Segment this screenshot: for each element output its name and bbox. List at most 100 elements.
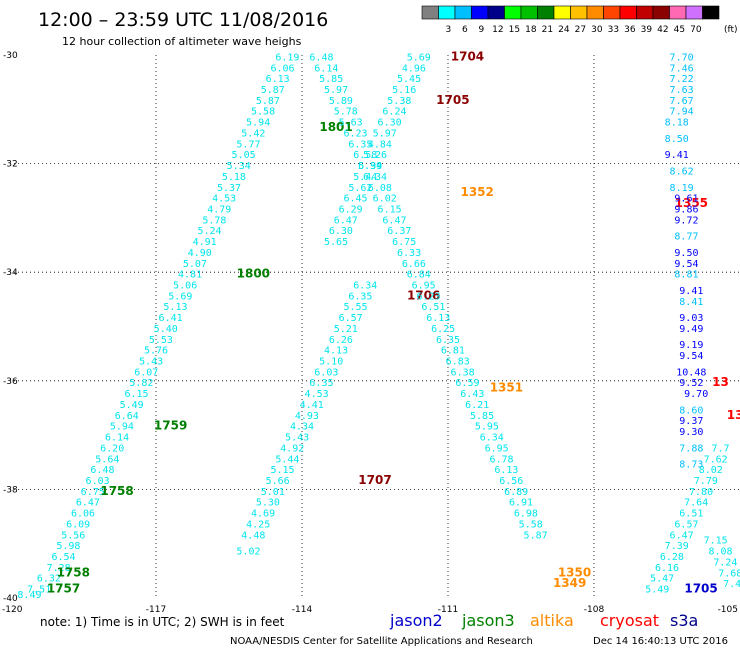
wave-height-label: 9.52 bbox=[679, 378, 703, 389]
wave-height-label: 6.91 bbox=[509, 498, 533, 509]
color-scale-swatch bbox=[619, 5, 637, 20]
color-scale-swatch bbox=[471, 5, 489, 20]
wave-height-label: 5.40 bbox=[154, 324, 178, 335]
y-tick-label: -38 bbox=[3, 485, 18, 495]
wave-height-label: 6.83 bbox=[446, 357, 470, 368]
wave-height-label: 5.94 bbox=[358, 161, 382, 172]
wave-height-label: 6.20 bbox=[100, 443, 124, 454]
wave-height-label: 5.89 bbox=[329, 96, 353, 107]
wave-height-label: 9.03 bbox=[679, 313, 703, 324]
wave-height-label: 6.51 bbox=[421, 302, 445, 313]
wave-height-label: 4.69 bbox=[251, 509, 275, 520]
wave-height-label: 6.15 bbox=[378, 204, 402, 215]
wave-height-label: 5.01 bbox=[261, 487, 285, 498]
wave-height-label: 8.50 bbox=[665, 134, 689, 145]
wave-height-label: 6.15 bbox=[124, 389, 148, 400]
wave-height-label: 6.51 bbox=[679, 509, 703, 520]
time-label: 1759 bbox=[154, 419, 187, 433]
map-background bbox=[10, 55, 740, 598]
wave-height-label: 6.14 bbox=[105, 433, 129, 444]
wave-height-label: 6.13 bbox=[266, 74, 290, 85]
wave-height-label: 5.87 bbox=[261, 85, 285, 96]
wave-height-label: 6.66 bbox=[402, 259, 426, 270]
wave-height-label: 5.85 bbox=[470, 411, 494, 422]
wave-height-label: 9.30 bbox=[679, 427, 703, 438]
y-tick-label: -34 bbox=[3, 268, 18, 278]
time-label: 1707 bbox=[358, 473, 391, 487]
wave-height-label: 6.06 bbox=[71, 509, 95, 520]
wave-height-label: 5.87 bbox=[256, 96, 280, 107]
wave-height-label: 4.91 bbox=[193, 237, 217, 248]
y-tick-label: -40 bbox=[3, 594, 18, 604]
color-scale-label: 21 bbox=[542, 25, 553, 35]
wave-height-label: 4.84 bbox=[368, 139, 392, 150]
wave-height-label: 5.02 bbox=[236, 547, 260, 558]
wave-height-label: 6.32 bbox=[37, 574, 61, 585]
wave-height-label: 5.49 bbox=[645, 585, 669, 596]
color-scale-label: 12 bbox=[492, 25, 503, 35]
time-label: 1352 bbox=[460, 185, 493, 199]
track-cryosat: 7.77.628.027.797.807.646.516.576.477.396… bbox=[645, 196, 740, 596]
wave-height-label: 6.19 bbox=[275, 52, 299, 63]
wave-height-label: 6.81 bbox=[441, 346, 465, 357]
wave-height-label: 5.82 bbox=[129, 378, 153, 389]
wave-height-label: 5.18 bbox=[222, 172, 246, 183]
legend-item-s3a: s3a bbox=[670, 611, 698, 630]
time-label: 1706 bbox=[407, 288, 440, 302]
color-scale-swatch bbox=[454, 5, 472, 20]
wave-height-label: 6.35 bbox=[348, 291, 372, 302]
color-scale-label: 33 bbox=[608, 25, 619, 35]
satellite-tracks: 6.196.066.135.875.875.585.945.425.775.05… bbox=[17, 49, 740, 601]
wave-height-label: 9.54 bbox=[674, 259, 698, 270]
wave-height-label: 5.98 bbox=[56, 541, 80, 552]
track-altika: 6.486.145.855.975.895.785.636.236.356.58… bbox=[309, 52, 591, 590]
x-tick-label: -120 bbox=[2, 605, 23, 615]
wave-height-label: 6.23 bbox=[343, 128, 367, 139]
color-scale-swatch bbox=[702, 5, 720, 20]
wave-height-label: 5.37 bbox=[217, 183, 241, 194]
wave-height-label: 7.70 bbox=[670, 52, 694, 63]
wave-height-label: 6.75 bbox=[392, 237, 416, 248]
color-scale-swatch bbox=[685, 5, 703, 20]
wave-height-label: 7.7 bbox=[712, 443, 730, 454]
wave-height-label: 9.54 bbox=[679, 351, 703, 362]
time-label: 1355 bbox=[675, 196, 708, 210]
wave-height-label: 7.63 bbox=[670, 85, 694, 96]
wave-height-label: 6.57 bbox=[674, 519, 698, 530]
wave-height-label: 6.37 bbox=[387, 226, 411, 237]
wave-height-label: 6.84 bbox=[407, 270, 431, 281]
color-scale-label: 70 bbox=[690, 25, 702, 35]
wave-height-label: 7.44 bbox=[723, 579, 740, 590]
wave-height-label: 6.28 bbox=[660, 552, 684, 563]
wave-height-label: 8.81 bbox=[674, 270, 698, 281]
wave-height-label: 7.46 bbox=[670, 63, 694, 74]
wave-height-label: 9.86 bbox=[674, 204, 698, 215]
wave-height-label: 5.13 bbox=[163, 302, 187, 313]
wave-height-label: 5.43 bbox=[285, 433, 309, 444]
wave-height-label: 6.48 bbox=[309, 52, 333, 63]
wave-height-label: 6.39 bbox=[358, 161, 382, 172]
wave-height-label: 6.64 bbox=[115, 411, 139, 422]
wave-height-label: 6.09 bbox=[66, 519, 90, 530]
color-scale-swatch bbox=[553, 5, 571, 20]
wave-height-label: 5.55 bbox=[343, 302, 367, 313]
wave-height-label: 8.77 bbox=[674, 232, 698, 243]
wave-height-label: 5.94 bbox=[246, 118, 270, 129]
wave-height-label: 6.30 bbox=[378, 118, 402, 129]
time-label: 1351 bbox=[490, 381, 523, 395]
wave-height-label: 6.57 bbox=[339, 313, 363, 324]
wave-height-label: 5.49 bbox=[120, 400, 144, 411]
wave-height-label: 7.62 bbox=[704, 454, 728, 465]
wave-height-label: 6.54 bbox=[51, 552, 75, 563]
wave-height-label: 7.68 bbox=[718, 568, 740, 579]
wave-height-label: 5.43 bbox=[139, 357, 163, 368]
wave-height-label: 8.49 bbox=[17, 590, 41, 601]
time-label: 1757 bbox=[47, 582, 80, 596]
wave-height-label: 5.05 bbox=[232, 150, 256, 161]
color-scale-swatch bbox=[520, 5, 538, 20]
wave-height-label: 5.58 bbox=[251, 107, 275, 118]
color-scale-label: 15 bbox=[509, 25, 520, 35]
wave-height-label: 6.78 bbox=[489, 454, 513, 465]
wave-height-label: 6.06 bbox=[270, 63, 294, 74]
legend-item-altika: altika bbox=[530, 611, 574, 630]
